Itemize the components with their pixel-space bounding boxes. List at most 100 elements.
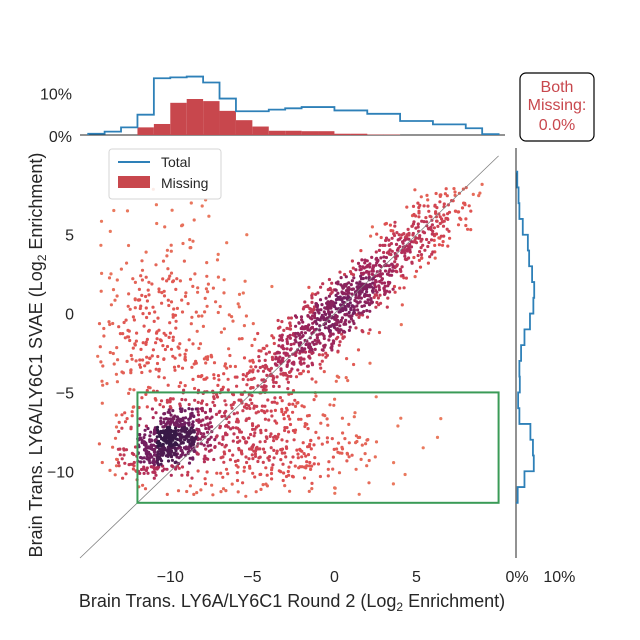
scatter-point [441,240,445,244]
scatter-point [272,380,276,384]
scatter-point [367,331,371,335]
scatter-point [218,424,222,428]
scatter-point [260,404,264,408]
scatter-point [298,447,302,451]
scatter-point [421,243,425,247]
scatter-point [192,414,196,419]
scatter-point [170,208,174,212]
scatter-point [187,417,191,421]
scatter-point [308,310,312,314]
scatter-point [284,351,288,355]
scatter-point [402,249,407,253]
scatter-point [124,472,128,476]
scatter-point [346,379,350,383]
scatter-point [166,441,170,445]
scatter-point [392,284,397,289]
scatter-point [238,439,242,443]
scatter-point [142,460,146,464]
scatter-point [253,452,257,456]
scatter-point [183,384,187,388]
scatter-point [427,209,431,213]
scatter-point [317,436,321,440]
scatter-point [261,483,265,487]
scatter-point [310,464,314,468]
scatter-point [215,392,219,397]
scatter-point [344,275,348,279]
scatter-point [193,386,197,391]
scatter-point [159,462,163,466]
scatter-point [159,339,163,343]
scatter-point [393,220,397,224]
scatter-point [351,311,355,316]
scatter-point [453,190,457,194]
scatter-point [176,489,181,493]
scatter-point [279,458,283,462]
scatter-point [128,387,132,391]
scatter-point [157,367,161,371]
scatter-point [144,294,148,299]
scatter-point [382,255,386,259]
scatter-point [325,417,329,421]
scatter-point [190,476,194,480]
scatter-point [358,435,362,439]
scatter-point [203,410,208,415]
scatter-point [105,382,109,386]
scatter-point [178,402,182,406]
scatter-point [332,447,336,451]
scatter-point [241,377,245,381]
scatter-point [232,412,236,416]
scatter-point [379,264,383,269]
scatter-point [331,455,335,459]
scatter-point [365,285,369,289]
scatter-point [138,433,142,437]
scatter-point [168,425,172,429]
both-missing-annotation: Both Missing: 0.0% [519,72,595,142]
scatter-point [144,449,148,453]
scatter-point [344,376,348,380]
scatter-point [266,456,270,460]
scatter-point [156,465,160,469]
y-tick-label: 5 [65,228,74,245]
scatter-point [321,282,325,286]
scatter-point [209,435,213,439]
scatter-point [314,394,318,398]
scatter-point [140,441,144,445]
scatter-point [261,460,265,464]
scatter-point [171,335,175,339]
scatter-point [199,431,203,436]
scatter-point [435,435,440,439]
scatter-point [336,291,340,295]
scatter-point [387,238,391,242]
scatter-point [363,292,367,296]
scatter-point [157,287,161,291]
scatter-point [386,284,390,288]
scatter-point [342,296,346,300]
scatter-point [230,482,234,486]
scatter-point [285,446,289,450]
scatter-point [115,346,119,350]
scatter-point [406,227,410,231]
scatter-point [391,264,395,268]
scatter-point [413,275,417,279]
scatter-point [278,325,282,329]
scatter-point [291,333,295,337]
scatter-point [316,340,321,344]
scatter-point [173,423,177,427]
scatter-point [314,319,318,323]
scatter-point [197,314,201,318]
scatter-point [156,354,160,359]
scatter-point [114,464,119,468]
scatter-point [368,328,372,332]
scatter-point [196,290,200,294]
scatter-point [145,337,149,341]
scatter-point [257,349,261,353]
scatter-point [318,474,322,479]
scatter-point [359,274,363,278]
scatter-point [340,332,344,336]
scatter-point [206,355,210,359]
scatter-point [159,419,163,423]
scatter-point [330,315,334,319]
scatter-point [142,443,147,447]
scatter-point [138,365,143,369]
scatter-point [359,457,363,461]
